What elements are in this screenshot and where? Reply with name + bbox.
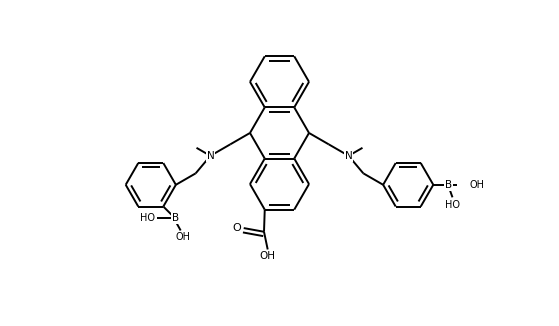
Text: HO: HO bbox=[445, 200, 460, 210]
Text: O: O bbox=[233, 223, 241, 233]
Text: OH: OH bbox=[175, 232, 190, 242]
Text: OH: OH bbox=[469, 180, 484, 190]
Text: N: N bbox=[206, 151, 214, 161]
Text: OH: OH bbox=[260, 251, 276, 261]
Text: N: N bbox=[345, 151, 353, 161]
Text: B: B bbox=[172, 213, 179, 223]
Text: B: B bbox=[445, 180, 452, 190]
Text: HO: HO bbox=[140, 213, 155, 223]
